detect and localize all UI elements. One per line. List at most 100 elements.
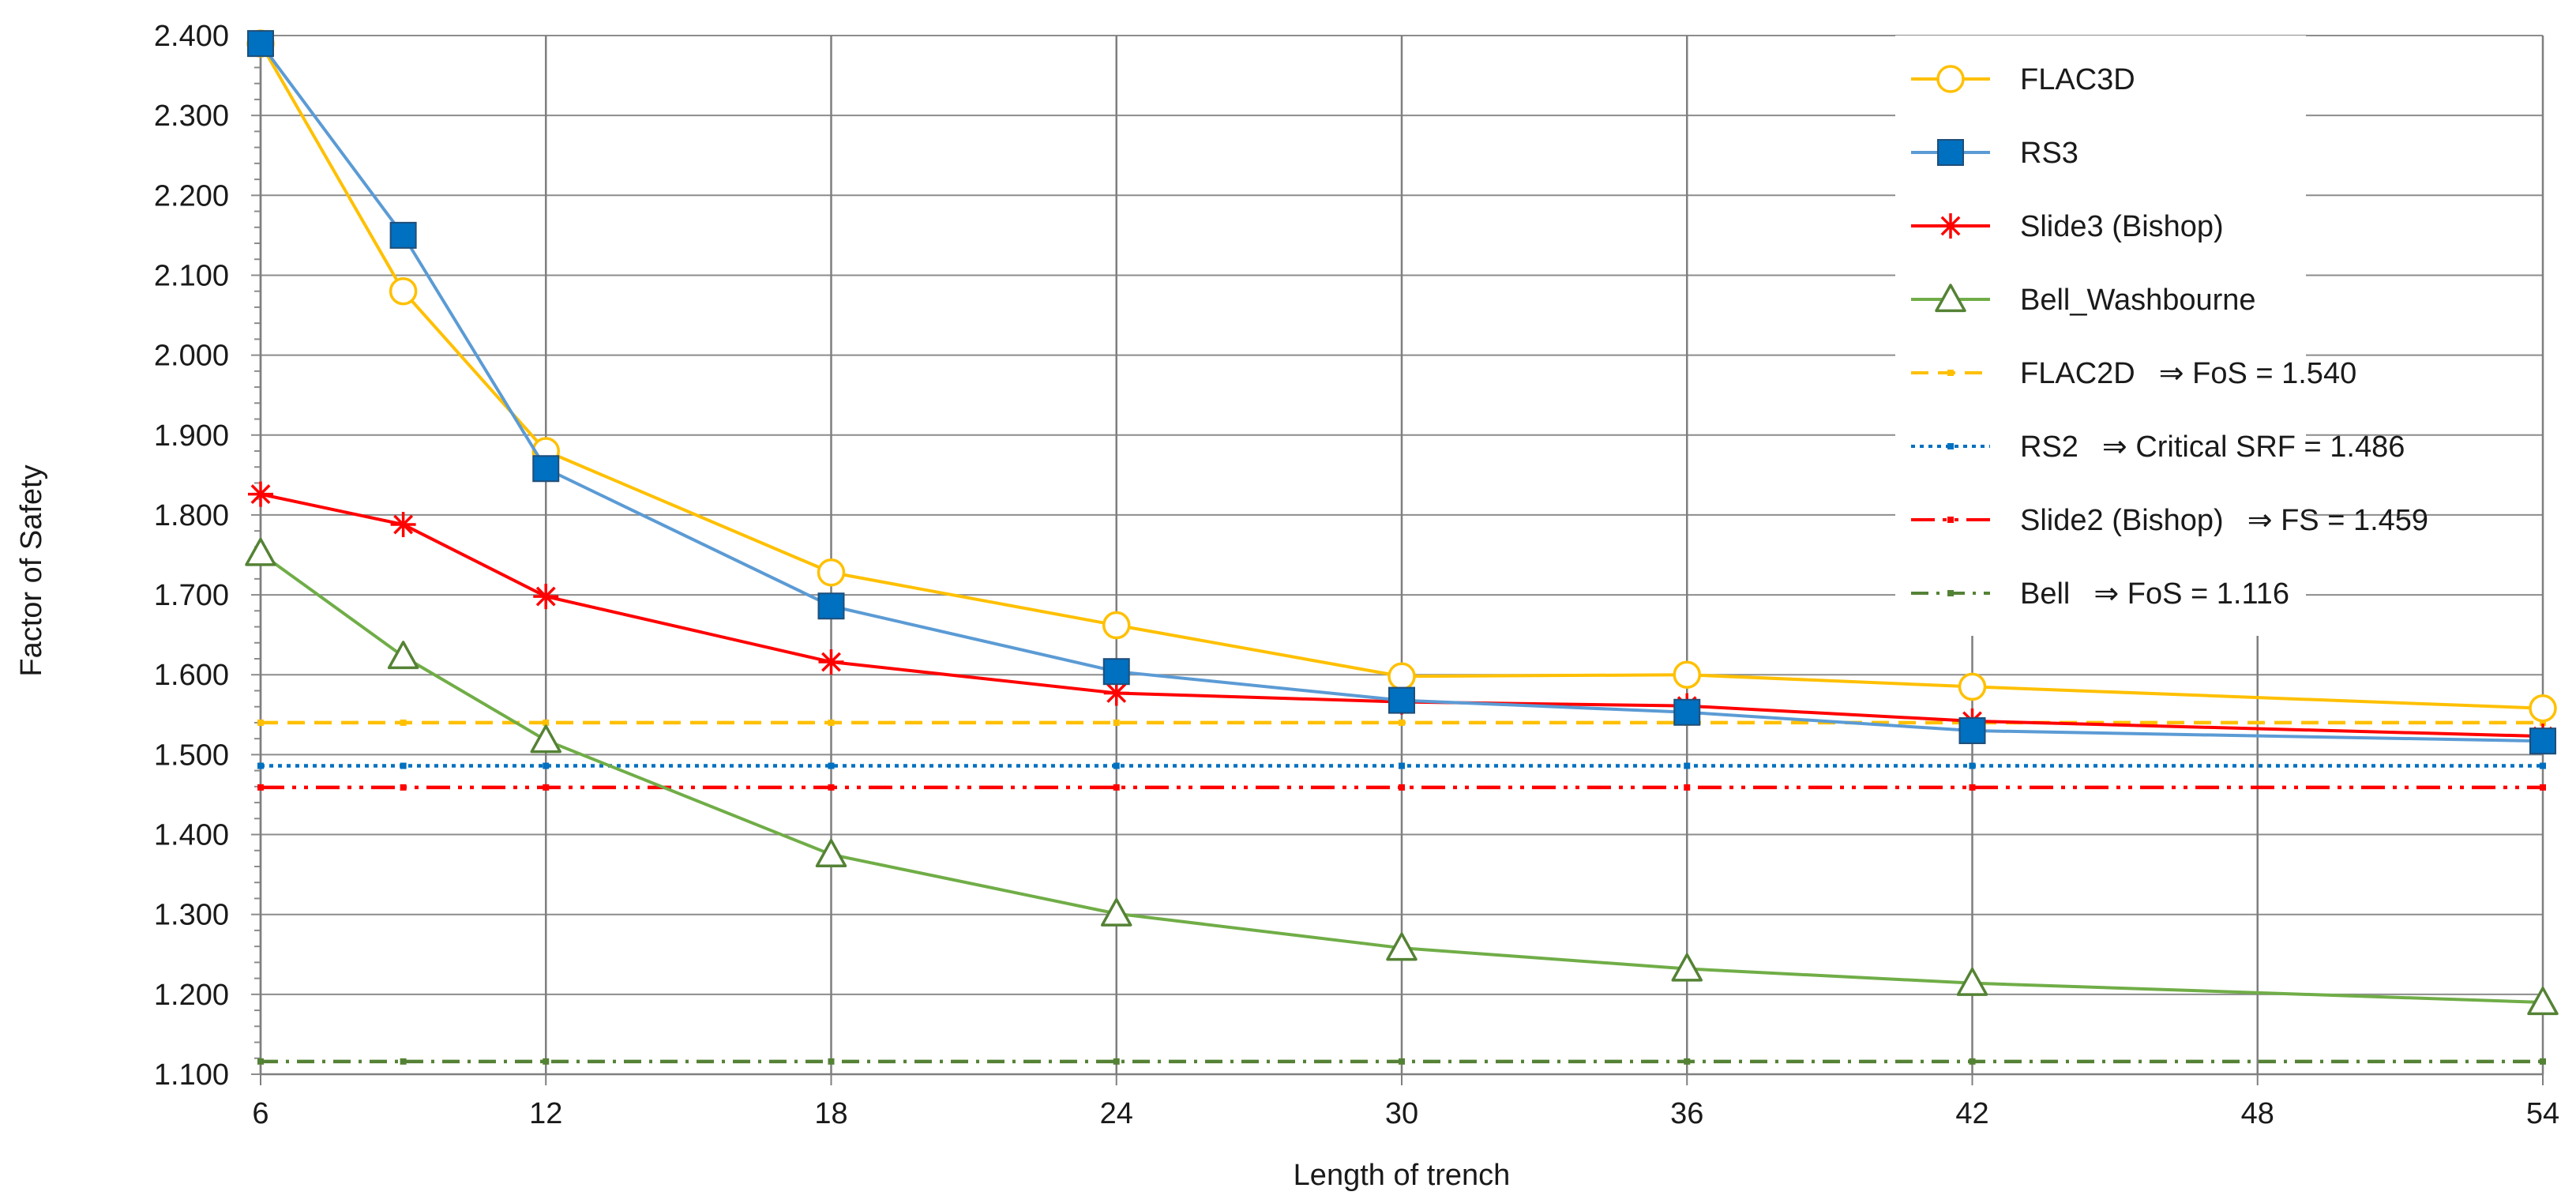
data-point <box>1399 762 1405 769</box>
legend-item: Slide3 (Bishop) <box>1911 210 2224 243</box>
data-point <box>543 762 550 769</box>
legend-label: FLAC2D <box>2020 357 2135 390</box>
y-tick-label: 1.200 <box>154 979 229 1012</box>
data-point <box>257 784 264 791</box>
data-point <box>2529 727 2556 755</box>
data-point <box>543 1058 550 1065</box>
legend-label: RS2 <box>2020 430 2078 464</box>
series-rs3 <box>247 30 2556 755</box>
x-tick-label: 54 <box>2526 1097 2559 1130</box>
data-point <box>1113 719 1120 726</box>
legend-swatch-marker <box>1947 443 1954 449</box>
data-point <box>1671 953 1703 982</box>
data-point <box>1958 672 1987 701</box>
x-tick-label: 6 <box>252 1097 268 1130</box>
data-point <box>2540 719 2546 726</box>
legend-swatch-marker <box>1947 370 1954 376</box>
data-point <box>389 276 418 306</box>
series-slide3-bishop- <box>248 481 2555 750</box>
series-slide2-bishop- <box>257 784 2546 791</box>
legend-item: Slide2 (Bishop) ⇒ FS = 1.459 <box>1911 504 2428 537</box>
y-tick-label: 2.200 <box>154 179 229 212</box>
data-point <box>1388 662 1416 691</box>
data-point <box>1101 897 1132 927</box>
y-tick-label: 2.400 <box>154 20 229 53</box>
data-point <box>1684 784 1691 791</box>
series-bell-washbourne <box>245 537 2559 1016</box>
legend: FLAC3D RS3 Slide3 (Bishop) Bell_Washbourne F… <box>1895 36 2428 636</box>
x-tick-label: 12 <box>529 1097 562 1130</box>
x-tick-label: 24 <box>1100 1097 1133 1130</box>
series-bell <box>257 1058 2546 1065</box>
data-point <box>1399 719 1405 726</box>
series-flac3d <box>246 29 2557 723</box>
data-point <box>1958 717 1986 745</box>
data-point <box>245 537 276 566</box>
y-axis-title: Factor of Safety <box>15 464 48 676</box>
legend-note: ⇒ FS = 1.459 <box>2247 504 2428 537</box>
data-point <box>1102 611 1131 640</box>
legend-swatch-marker <box>1937 139 1964 166</box>
y-tick-label: 1.500 <box>154 739 229 772</box>
x-axis-title: Length of trench <box>1294 1159 1511 1192</box>
data-point <box>1399 1058 1405 1065</box>
legend-item: Bell ⇒ FoS = 1.116 <box>1911 577 2289 611</box>
x-tick-label: 18 <box>814 1097 847 1130</box>
data-point <box>828 1058 835 1065</box>
data-point <box>532 455 560 483</box>
legend-note: ⇒ Critical SRF = 1.486 <box>2102 430 2405 464</box>
data-point <box>1102 658 1130 686</box>
legend-swatch-marker <box>1938 213 1963 239</box>
series <box>245 29 2559 1065</box>
data-point <box>1399 784 1405 791</box>
series-rs2 <box>257 762 2546 769</box>
data-point <box>1673 698 1701 726</box>
x-tick-label: 30 <box>1385 1097 1418 1130</box>
data-point <box>1684 762 1691 769</box>
legend-label: Bell <box>2020 577 2070 611</box>
legend-item: Bell_Washbourne <box>1911 284 2256 317</box>
data-point <box>1956 967 1988 996</box>
data-point <box>400 762 407 769</box>
data-point <box>2540 1058 2546 1065</box>
data-point <box>1113 784 1120 791</box>
legend-item: FLAC2D ⇒ FoS = 1.540 <box>1911 357 2356 390</box>
legend-label: Slide3 (Bishop) <box>2020 210 2224 243</box>
data-point <box>2540 784 2546 791</box>
data-point <box>387 641 419 670</box>
data-point <box>1386 932 1418 961</box>
data-point <box>543 784 550 791</box>
data-point <box>257 719 264 726</box>
y-axis: 2.400 2.300 2.200 2.100 2.000 1.900 1.800 1.700… <box>154 20 262 1092</box>
data-point <box>248 481 273 507</box>
y-tick-label: 1.700 <box>154 579 229 612</box>
data-point <box>2529 694 2557 723</box>
data-point <box>817 558 846 587</box>
legend-label: FLAC3D <box>2020 63 2135 96</box>
data-point <box>828 719 835 726</box>
data-point <box>400 1058 407 1065</box>
legend-note: ⇒ FoS = 1.540 <box>2159 357 2357 390</box>
legend-background <box>1895 36 2306 636</box>
y-tick-label: 1.600 <box>154 659 229 692</box>
data-point <box>400 719 407 726</box>
y-tick-label: 1.900 <box>154 419 229 453</box>
y-tick-label: 1.100 <box>154 1058 229 1092</box>
legend-swatch-marker <box>1947 517 1954 523</box>
x-tick-label: 42 <box>1955 1097 1988 1130</box>
y-tick-label: 2.000 <box>154 340 229 373</box>
y-tick-label: 1.300 <box>154 899 229 932</box>
data-point <box>1673 660 1701 689</box>
legend-swatch-marker <box>1947 590 1954 596</box>
y-tick-label: 2.300 <box>154 100 229 133</box>
data-point <box>828 762 835 769</box>
data-point <box>1113 762 1120 769</box>
data-point <box>530 724 561 754</box>
data-point <box>1113 1058 1120 1065</box>
data-point <box>257 762 264 769</box>
series-flac2d <box>257 719 2546 726</box>
legend-swatch-marker <box>1936 65 1965 93</box>
x-axis: 6 12 18 24 30 36 42 48 54 <box>252 1073 2559 1130</box>
legend-note: ⇒ FoS = 1.116 <box>2093 577 2289 611</box>
